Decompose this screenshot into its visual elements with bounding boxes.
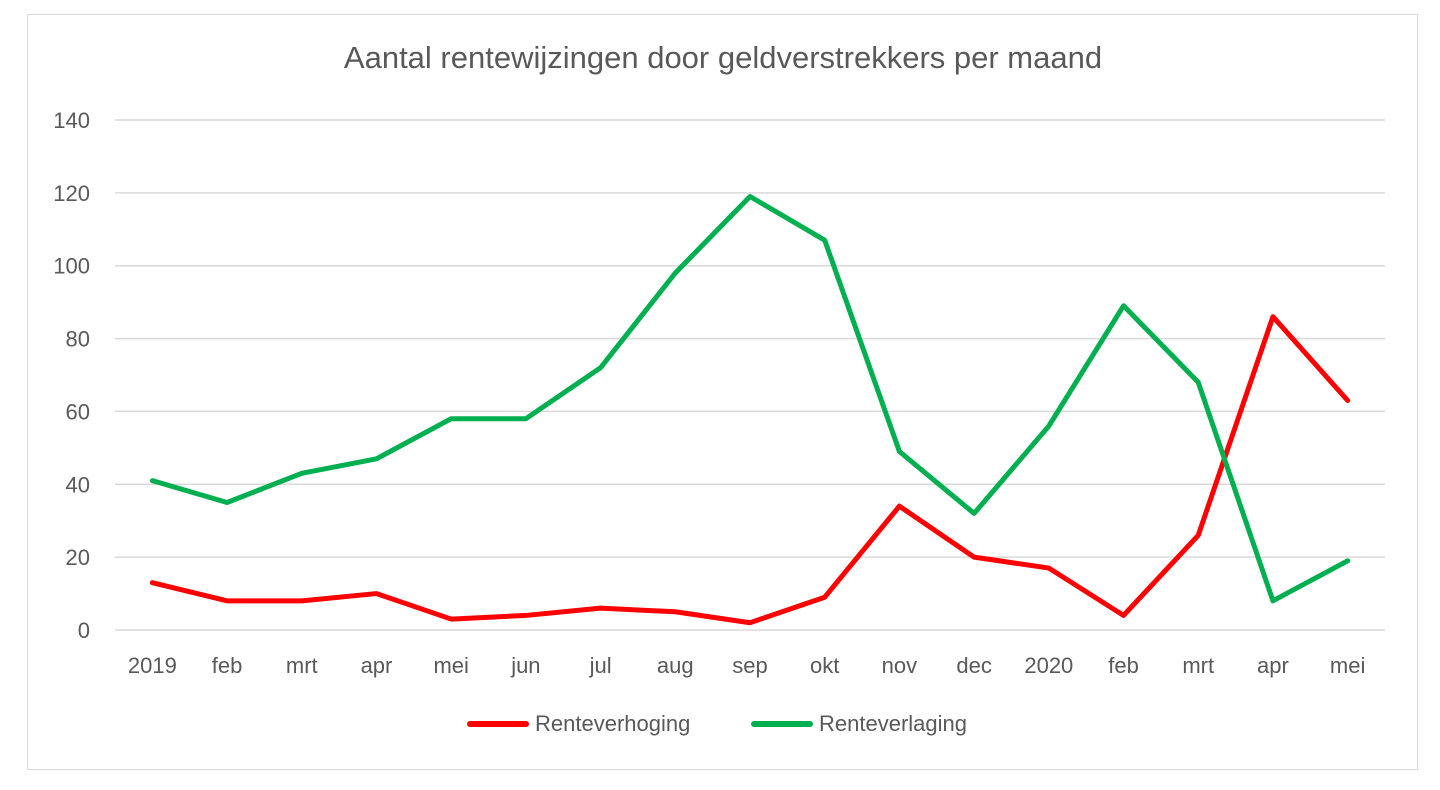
series-line-renteverlaging: [149, 194, 1351, 604]
x-tick-label: aug: [657, 653, 694, 678]
x-tick-label: mrt: [1182, 653, 1214, 678]
x-tick-label: jun: [510, 653, 540, 678]
legend-swatch-renteverlaging: [751, 721, 813, 727]
x-tick-label: apr: [1257, 653, 1289, 678]
x-tick-label: dec: [956, 653, 991, 678]
x-tick-label: mei: [433, 653, 468, 678]
y-tick-label: 100: [53, 254, 90, 279]
x-tick-label: nov: [882, 653, 917, 678]
y-tick-label: 20: [66, 545, 90, 570]
legend-swatch-renteverhoging: [467, 721, 529, 727]
chart-frame: [27, 14, 1418, 770]
legend-item-renteverlaging: Renteverlaging: [751, 711, 967, 737]
x-tick-label: sep: [732, 653, 767, 678]
legend: Renteverhoging Renteverlaging: [0, 711, 1440, 745]
y-tick-label: 80: [66, 327, 90, 352]
legend-label-renteverhoging: Renteverhoging: [535, 711, 691, 736]
x-tick-label: feb: [1108, 653, 1139, 678]
x-tick-label: mrt: [286, 653, 318, 678]
x-tick-label: 2019: [128, 653, 177, 678]
y-tick-label: 0: [78, 618, 90, 643]
x-tick-label: apr: [361, 653, 393, 678]
x-tick-label: jul: [589, 653, 612, 678]
y-tick-label: 40: [66, 472, 90, 497]
y-tick-label: 140: [53, 108, 90, 133]
y-tick-label: 120: [53, 181, 90, 206]
x-tick-label: 2020: [1024, 653, 1073, 678]
x-tick-label: mei: [1330, 653, 1365, 678]
legend-label-renteverlaging: Renteverlaging: [819, 711, 967, 736]
y-tick-label: 60: [66, 399, 90, 424]
x-tick-label: okt: [810, 653, 839, 678]
legend-item-renteverhoging: Renteverhoging: [467, 711, 690, 737]
chart-title: Aantal rentewijzingen door geldverstrekk…: [343, 40, 1103, 75]
x-tick-label: feb: [212, 653, 243, 678]
